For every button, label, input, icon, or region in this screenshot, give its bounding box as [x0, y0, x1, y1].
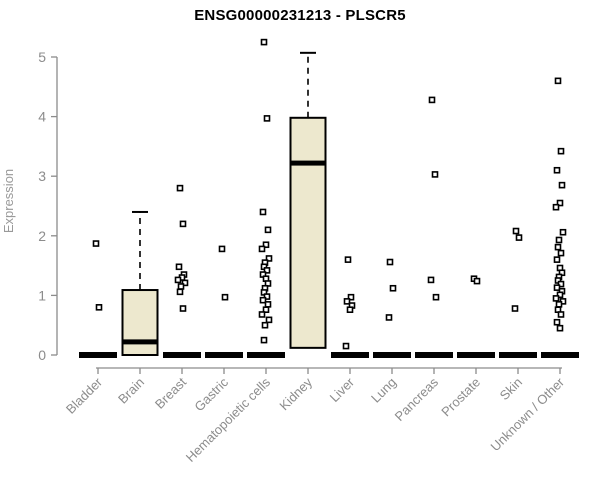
- outlier-point: [92, 240, 100, 247]
- x-category-label: Prostate: [438, 375, 483, 420]
- outlier-point: [342, 342, 350, 350]
- outlier-point: [553, 284, 561, 291]
- x-category-label: Breast: [152, 374, 189, 411]
- zero-bar: [415, 352, 453, 358]
- outlier-point: [432, 293, 440, 301]
- box: [289, 116, 327, 349]
- outlier-point: [556, 324, 564, 332]
- outlier-point: [259, 208, 267, 216]
- outlier-point: [258, 245, 266, 253]
- outlier-point: [265, 255, 273, 262]
- outlier-point: [175, 263, 183, 271]
- outlier-point: [258, 311, 266, 318]
- y-tick-label: 4: [38, 109, 46, 125]
- outlier-point: [557, 249, 565, 257]
- outlier-point: [263, 293, 271, 300]
- outlier-point: [221, 293, 229, 301]
- box: [121, 289, 159, 357]
- outlier-point: [473, 277, 481, 285]
- median-line: [122, 339, 158, 345]
- outlier-point: [346, 306, 354, 314]
- outlier-point: [553, 256, 561, 263]
- outlier-point: [552, 295, 560, 302]
- outlier-point: [555, 236, 563, 244]
- outlier-point: [179, 220, 187, 228]
- x-category-label: Bladder: [63, 374, 106, 417]
- zero-bar: [247, 352, 285, 358]
- outlier-point: [512, 227, 520, 235]
- outlier-point: [552, 203, 560, 211]
- outlier-point: [262, 306, 270, 314]
- y-tick-label: 3: [38, 168, 46, 184]
- outlier-point: [260, 38, 268, 46]
- outlier-point: [95, 304, 103, 311]
- outlier-point: [176, 288, 184, 296]
- zero-bar: [331, 352, 369, 358]
- outlier-point: [343, 298, 351, 305]
- outlier-point: [347, 293, 355, 301]
- outlier-point: [556, 291, 564, 299]
- outlier-point: [177, 283, 185, 290]
- outlier-point: [386, 258, 394, 266]
- zero-bar: [541, 352, 579, 358]
- outlier-point: [555, 301, 563, 308]
- outlier-point: [431, 171, 439, 178]
- zero-bar: [457, 352, 495, 358]
- outlier-point: [179, 305, 187, 312]
- y-tick-label: 0: [38, 347, 46, 363]
- x-category-label: Pancreas: [392, 374, 442, 424]
- zero-bar: [79, 352, 117, 358]
- outlier-point: [259, 296, 267, 304]
- outlier-point: [264, 226, 272, 234]
- x-category-label: Liver: [327, 374, 358, 405]
- outlier-point: [174, 276, 182, 284]
- outlier-point: [558, 181, 566, 189]
- outlier-point: [264, 301, 272, 308]
- y-tick-label: 1: [38, 287, 46, 303]
- outlier-point: [262, 241, 270, 249]
- y-tick-label: 2: [38, 228, 46, 244]
- outlier-point: [515, 234, 523, 241]
- outlier-point: [260, 336, 268, 344]
- outlier-point: [556, 199, 564, 207]
- outlier-point: [554, 243, 562, 251]
- outlier-point: [218, 245, 226, 253]
- zero-bar: [499, 352, 537, 358]
- outlier-point: [389, 284, 397, 292]
- outlier-point: [176, 184, 184, 192]
- zero-bar: [205, 352, 243, 358]
- outlier-point: [553, 318, 561, 326]
- zero-bar: [373, 352, 411, 358]
- x-category-label: Kidney: [276, 374, 315, 413]
- outlier-point: [557, 147, 565, 155]
- chart-title: ENSG00000231213 - PLSCR5: [194, 7, 406, 24]
- y-tick-label: 5: [38, 49, 46, 65]
- outlier-point: [557, 311, 565, 318]
- x-category-label: Skin: [497, 375, 525, 403]
- outlier-point: [344, 256, 352, 263]
- x-category-label: Brain: [115, 375, 147, 407]
- median-line: [290, 160, 326, 166]
- outlier-point: [428, 96, 436, 104]
- outlier-point: [265, 316, 273, 324]
- x-category-label: Unknown / Other: [488, 374, 568, 454]
- x-category-label: Lung: [368, 375, 399, 406]
- x-category-label: Gastric: [191, 374, 231, 414]
- outlier-point: [553, 166, 561, 174]
- outlier-point: [557, 280, 565, 288]
- zero-bar: [163, 352, 201, 358]
- outlier-point: [559, 228, 567, 236]
- outlier-point: [554, 77, 562, 85]
- outlier-point: [511, 305, 519, 312]
- outlier-point: [261, 321, 269, 329]
- outlier-point: [385, 314, 393, 321]
- outlier-point: [263, 267, 271, 274]
- outlier-point: [263, 115, 271, 122]
- outlier-point: [427, 276, 435, 284]
- outlier-point: [181, 279, 189, 287]
